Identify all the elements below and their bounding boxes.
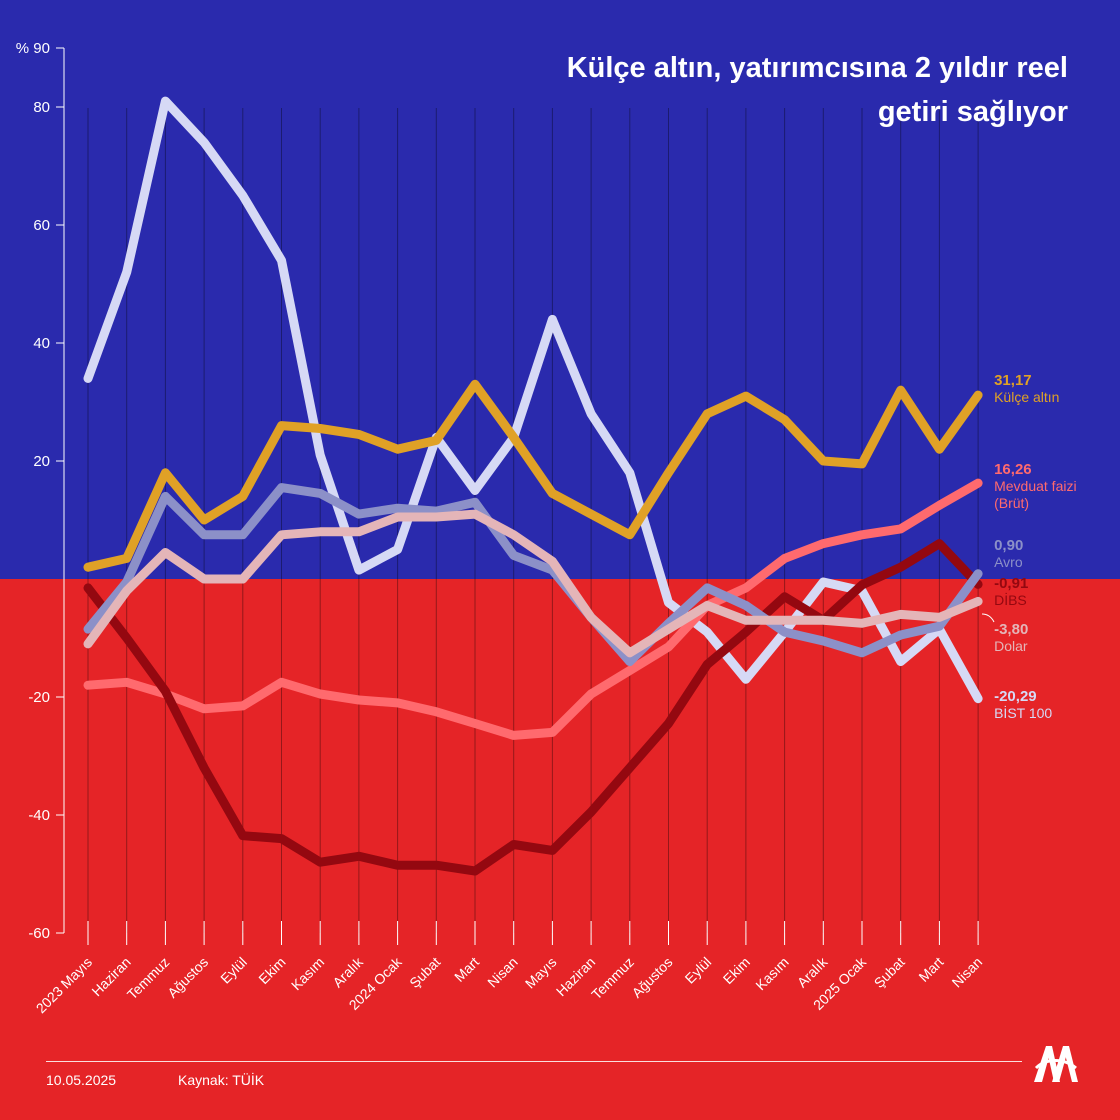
positive-background — [0, 0, 1120, 579]
y-tick-label: 40 — [33, 335, 50, 352]
series-end-name: BİST 100 — [994, 704, 1052, 721]
y-tick-label: -60 — [28, 925, 50, 942]
series-end-value: 16,26 — [994, 461, 1032, 478]
y-tick-label: 60 — [33, 217, 50, 234]
series-end-value: -3,80 — [994, 621, 1028, 638]
series-line — [83, 478, 983, 740]
series-line — [83, 96, 983, 704]
y-tick-label: -40 — [28, 807, 50, 824]
series-end-value: 0,90 — [994, 537, 1023, 554]
series-end-value: -20,29 — [994, 688, 1037, 705]
aa-logo-icon — [1034, 1046, 1078, 1082]
source-text: Kaynak: TÜİK — [178, 1072, 265, 1088]
footer-divider — [46, 1061, 1022, 1062]
series-line — [83, 539, 983, 876]
series-line — [83, 483, 983, 667]
y-tick-label: -20 — [28, 689, 50, 706]
series-line — [83, 509, 983, 658]
series-end-value: -0,91 — [994, 575, 1028, 592]
y-tick-label: % 90 — [16, 40, 50, 57]
y-tick-label: 80 — [33, 99, 50, 116]
negative-background — [0, 579, 1120, 1120]
series-end-name: Külçe altın — [994, 389, 1059, 405]
series-end-name: (Brüt) — [994, 495, 1029, 511]
series-line — [83, 379, 983, 572]
y-tick-label: 20 — [33, 453, 50, 470]
series-end-value: 31,17 — [994, 372, 1032, 389]
chart-title: Külçe altın, yatırımcısına 2 yıldır reel… — [566, 52, 1068, 128]
series-end-name: Dolar — [994, 638, 1028, 654]
series-end-name: Mevduat faizi — [994, 478, 1076, 494]
series-end-name: Avro — [994, 554, 1023, 570]
series-end-name: DİBS — [994, 591, 1027, 608]
label-connector — [981, 613, 995, 623]
publish-date: 10.05.2025 — [46, 1072, 117, 1088]
